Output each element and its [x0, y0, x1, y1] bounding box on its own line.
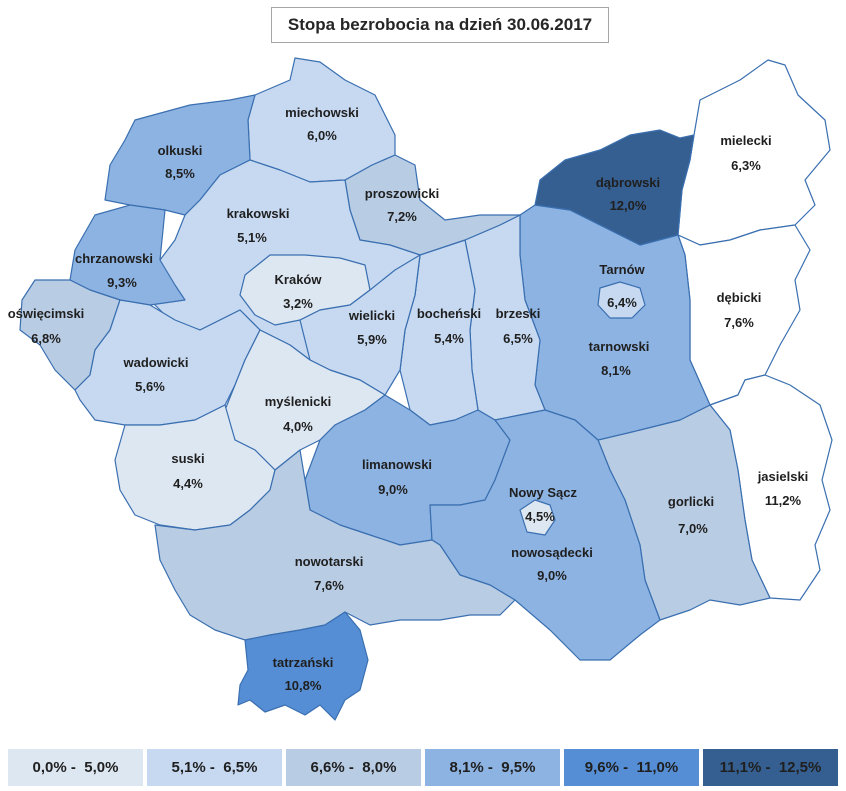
label-jasielski-name: jasielski [757, 469, 809, 484]
label-nowosadecki-name: nowosądecki [511, 545, 593, 560]
legend: 0,0% - 5,0% 5,1% - 6,5% 6,6% - 8,0% 8,1%… [8, 749, 838, 786]
label-nowotarski-name: nowotarski [295, 554, 364, 569]
legend-item-2: 5,1% - 6,5% [147, 749, 282, 786]
label-olkuski-value: 8,5% [165, 166, 195, 181]
legend-label-5: 9,6% - 11,0% [584, 759, 679, 776]
legend-item-1: 0,0% - 5,0% [8, 749, 143, 786]
label-krakowski-name: krakowski [227, 206, 290, 221]
label-debicki-value: 7,6% [724, 315, 754, 330]
region-shape-miechowski [247, 57, 396, 183]
region-shape-tatrzanski [237, 611, 369, 721]
label-bochenski-name: bocheński [417, 306, 481, 321]
label-wielicki-value: 5,9% [357, 332, 387, 347]
label-gorlicki-name: gorlicki [668, 494, 714, 509]
map-title: Stopa bezrobocia na dzień 30.06.2017 [271, 7, 609, 43]
label-wadowicki-value: 5,6% [135, 379, 165, 394]
label-tarnowski-name: tarnowski [589, 339, 650, 354]
legend-item-3: 6,6% - 8,0% [286, 749, 421, 786]
legend-item-5: 9,6% - 11,0% [564, 749, 699, 786]
label-dabrowski-name: dąbrowski [596, 175, 660, 190]
label-bochenski-value: 5,4% [434, 331, 464, 346]
label-nowotarski-value: 7,6% [314, 578, 344, 593]
label-myslenicki-value: 4,0% [283, 419, 313, 434]
label-krakow-value: 3,2% [283, 296, 313, 311]
label-miechowski-value: 6,0% [307, 128, 337, 143]
label-chrzanowski-name: chrzanowski [75, 251, 153, 266]
legend-label-3: 6,6% - 8,0% [310, 759, 397, 776]
label-tarnow-name: Tarnów [599, 262, 645, 277]
label-jasielski-value: 11,2% [765, 493, 802, 508]
label-proszowicki-value: 7,2% [387, 209, 417, 224]
label-krakow-name: Kraków [275, 272, 323, 287]
label-brzeski-value: 6,5% [503, 331, 533, 346]
region-shape-nowy-sacz [519, 499, 556, 536]
label-suski-name: suski [171, 451, 204, 466]
region-shape-chrzanowski [69, 204, 186, 306]
legend-item-6: 11,1% - 12,5% [703, 749, 838, 786]
region-shape-tarnow [597, 281, 646, 319]
label-wadowicki-name: wadowicki [122, 355, 188, 370]
label-limanowski-value: 9,0% [378, 482, 408, 497]
legend-label-1: 0,0% - 5,0% [32, 759, 119, 776]
label-mielecki-name: mielecki [720, 133, 771, 148]
region-shape-jasielski [709, 374, 833, 601]
legend-label-4: 8,1% - 9,5% [449, 759, 536, 776]
label-olkuski-name: olkuski [158, 143, 203, 158]
label-brzeski-name: brzeski [496, 306, 541, 321]
label-miechowski-name: miechowski [285, 105, 359, 120]
label-proszowicki-name: proszowicki [365, 186, 439, 201]
label-wielicki-name: wielicki [348, 308, 395, 323]
legend-label-6: 11,1% - 12,5% [719, 759, 822, 776]
label-tarnow-value: 6,4% [607, 295, 637, 310]
map-canvas: miechowski 6,0% olkuski 8,5% proszowicki… [8, 57, 833, 721]
label-limanowski-name: limanowski [362, 457, 432, 472]
region-labels: miechowski 6,0% olkuski 8,5% proszowicki… [8, 105, 809, 693]
label-tarnowski-value: 8,1% [601, 363, 631, 378]
label-mielecki-value: 6,3% [731, 158, 761, 173]
label-nowosadecki-value: 9,0% [537, 568, 567, 583]
label-suski-value: 4,4% [173, 476, 203, 491]
label-nowy-sacz-name: Nowy Sącz [509, 485, 577, 500]
legend-item-4: 8,1% - 9,5% [425, 749, 560, 786]
region-shape-mielecki [677, 59, 831, 246]
label-chrzanowski-value: 9,3% [107, 275, 137, 290]
region-shape-dabrowski [534, 129, 695, 246]
label-nowy-sacz-value: 4,5% [525, 509, 555, 524]
label-oswiecimski-value: 6,8% [31, 331, 61, 346]
label-tatrzanski-value: 10,8% [285, 678, 322, 693]
label-debicki-name: dębicki [717, 290, 762, 305]
label-oswiecimski-name: oświęcimski [8, 306, 85, 321]
label-tatrzanski-name: tatrzański [273, 655, 334, 670]
label-gorlicki-value: 7,0% [678, 521, 708, 536]
legend-label-2: 5,1% - 6,5% [171, 759, 258, 776]
label-krakowski-value: 5,1% [237, 230, 267, 245]
label-dabrowski-value: 12,0% [610, 198, 647, 213]
label-myslenicki-name: myślenicki [265, 394, 332, 409]
